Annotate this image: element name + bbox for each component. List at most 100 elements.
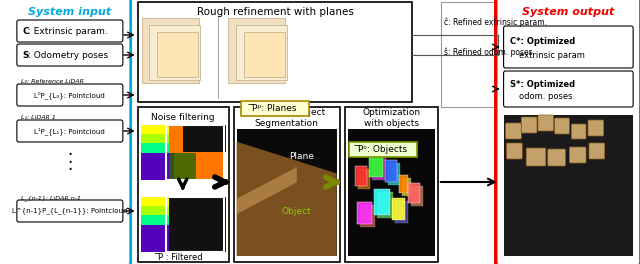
Bar xyxy=(399,175,408,192)
FancyBboxPatch shape xyxy=(17,84,123,106)
Bar xyxy=(138,2,412,102)
Text: System output: System output xyxy=(522,7,614,17)
Text: ·: · xyxy=(67,154,72,172)
FancyBboxPatch shape xyxy=(548,149,565,166)
Text: ̅Pᵖ: Planes: ̅Pᵖ: Planes xyxy=(253,104,297,113)
Bar xyxy=(141,153,169,162)
FancyBboxPatch shape xyxy=(9,0,131,264)
Bar xyxy=(141,224,169,234)
Bar xyxy=(169,197,226,252)
Bar xyxy=(141,162,169,171)
Text: : Extrinsic param.: : Extrinsic param. xyxy=(28,26,108,35)
Bar xyxy=(141,143,169,153)
Text: L^{n-1}P_{L_{n-1}}: Pointcloud: L^{n-1}P_{L_{n-1}}: Pointcloud xyxy=(12,208,127,214)
Bar xyxy=(141,171,169,180)
Bar xyxy=(141,134,169,143)
FancyBboxPatch shape xyxy=(504,26,633,68)
Text: ̅Pᵒ: Objects: ̅Pᵒ: Objects xyxy=(358,145,408,154)
Polygon shape xyxy=(237,167,297,214)
FancyBboxPatch shape xyxy=(17,20,123,42)
Text: Plane and Object
Segmentation: Plane and Object Segmentation xyxy=(248,108,325,128)
Bar xyxy=(141,125,169,134)
Bar xyxy=(408,183,420,203)
FancyBboxPatch shape xyxy=(349,142,417,157)
Text: System input: System input xyxy=(28,7,111,17)
Text: L_{n-1}: LiDAR n-1: L_{n-1}: LiDAR n-1 xyxy=(20,195,81,201)
FancyBboxPatch shape xyxy=(521,117,537,133)
Bar xyxy=(141,225,174,252)
Bar xyxy=(441,2,498,107)
Bar xyxy=(385,160,397,182)
Text: Optimization
with objects: Optimization with objects xyxy=(362,108,420,128)
Text: Object: Object xyxy=(282,207,312,216)
Bar xyxy=(157,32,198,77)
Text: S*: Optimized: S*: Optimized xyxy=(511,80,575,89)
FancyBboxPatch shape xyxy=(570,147,586,163)
Bar xyxy=(141,197,225,252)
Text: L⁰P_{L₀}: Pointcloud: L⁰P_{L₀}: Pointcloud xyxy=(35,91,105,99)
FancyBboxPatch shape xyxy=(17,200,123,222)
Text: S: S xyxy=(23,50,29,59)
FancyBboxPatch shape xyxy=(588,120,604,136)
Bar xyxy=(395,201,408,223)
Text: L₀: Reference LiDAR: L₀: Reference LiDAR xyxy=(20,79,84,84)
Bar xyxy=(377,192,393,218)
Bar xyxy=(504,115,633,256)
FancyBboxPatch shape xyxy=(538,115,554,131)
Text: ·: · xyxy=(67,146,72,164)
FancyBboxPatch shape xyxy=(17,44,123,66)
Bar xyxy=(141,215,169,224)
Bar xyxy=(401,177,412,196)
Text: odom. poses: odom. poses xyxy=(519,92,573,101)
Text: : Odometry poses: : Odometry poses xyxy=(28,50,108,59)
Text: ŝ: Refined odom. poses: ŝ: Refined odom. poses xyxy=(444,47,532,57)
Bar xyxy=(166,125,224,180)
Bar xyxy=(236,25,287,80)
FancyBboxPatch shape xyxy=(589,143,605,159)
Text: C*: Optimized: C*: Optimized xyxy=(511,37,576,46)
Bar xyxy=(237,129,337,256)
Bar xyxy=(244,32,285,77)
Text: extrinsic param: extrinsic param xyxy=(519,51,585,60)
FancyBboxPatch shape xyxy=(496,0,640,264)
Bar xyxy=(355,166,367,186)
Bar xyxy=(369,152,383,177)
Polygon shape xyxy=(237,142,337,256)
Bar xyxy=(138,107,229,262)
FancyBboxPatch shape xyxy=(506,123,521,139)
Bar xyxy=(149,25,200,80)
Bar xyxy=(166,197,224,252)
Bar xyxy=(141,153,174,180)
FancyBboxPatch shape xyxy=(241,101,309,116)
Bar xyxy=(357,202,372,224)
Text: ̅P : Filtered: ̅P : Filtered xyxy=(159,253,203,262)
Bar xyxy=(141,234,169,243)
Bar xyxy=(392,199,406,220)
Text: L₁: LiDAR 1: L₁: LiDAR 1 xyxy=(20,115,56,120)
FancyBboxPatch shape xyxy=(17,120,123,142)
Bar xyxy=(234,107,340,262)
Text: Noise filtering: Noise filtering xyxy=(152,114,215,122)
Bar xyxy=(141,206,169,215)
Bar xyxy=(348,129,435,256)
Text: ·: · xyxy=(67,161,72,179)
Text: C: C xyxy=(23,26,29,35)
Bar xyxy=(358,169,370,189)
Bar xyxy=(169,153,196,180)
Bar xyxy=(388,163,399,185)
FancyBboxPatch shape xyxy=(555,118,570,134)
FancyBboxPatch shape xyxy=(504,71,633,107)
Text: Plane: Plane xyxy=(289,152,314,162)
Text: L¹P_{L₁}: Pointcloud: L¹P_{L₁}: Pointcloud xyxy=(35,127,105,135)
Bar xyxy=(228,18,285,83)
FancyBboxPatch shape xyxy=(506,143,522,159)
Bar xyxy=(141,243,169,252)
Text: ĉ: Refined extrinsic param.: ĉ: Refined extrinsic param. xyxy=(444,17,547,27)
Bar xyxy=(344,107,438,262)
Bar xyxy=(374,189,390,215)
Text: Rough refinement with planes: Rough refinement with planes xyxy=(196,7,353,17)
Bar xyxy=(372,155,386,180)
Bar xyxy=(141,197,169,206)
Bar xyxy=(182,125,226,152)
Bar xyxy=(412,186,423,206)
